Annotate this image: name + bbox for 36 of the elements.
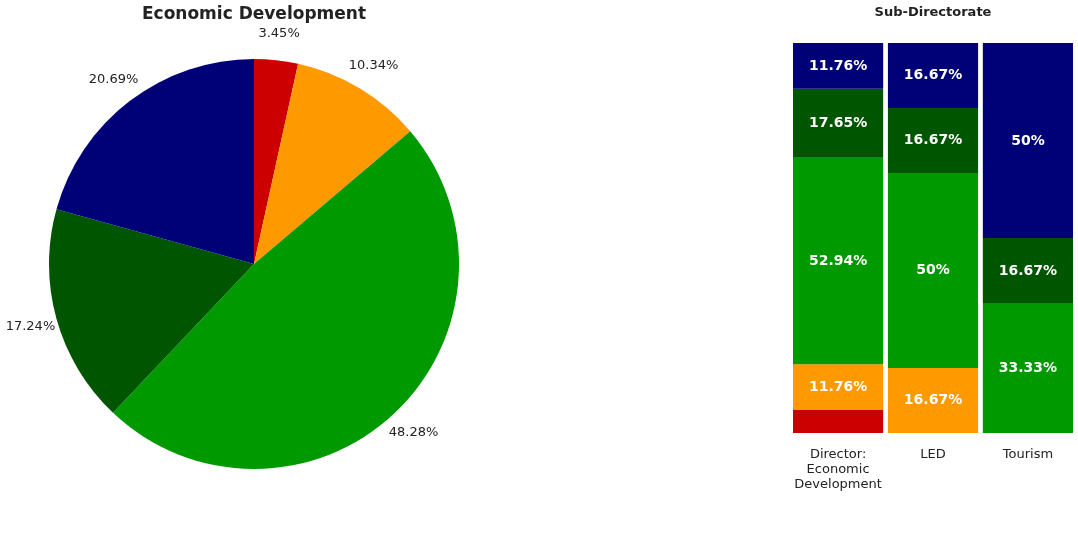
bar xyxy=(793,43,884,89)
bar xyxy=(982,303,1073,433)
data-label: 11.76% xyxy=(808,56,868,73)
pie-slice xyxy=(254,59,299,264)
chart-title: Sub-Directorate xyxy=(874,3,992,19)
bar xyxy=(793,88,884,158)
data-label: 50% xyxy=(1011,131,1045,148)
data-label: 17.24% xyxy=(5,318,56,334)
data-label: 33.33% xyxy=(998,359,1058,376)
bar xyxy=(887,42,979,108)
data-label: 50% xyxy=(916,261,950,278)
pie-slice xyxy=(56,59,254,264)
pie-slice xyxy=(113,131,459,469)
data-label: 16.67% xyxy=(903,131,963,148)
bar xyxy=(793,157,884,365)
bar xyxy=(793,364,884,411)
data-label: 11.76% xyxy=(808,378,868,395)
data-label: 20.69% xyxy=(88,71,139,87)
bar xyxy=(887,172,979,368)
bar xyxy=(982,238,1073,304)
bar xyxy=(887,107,979,173)
bar xyxy=(793,410,884,433)
data-label: 16.67% xyxy=(903,391,963,408)
data-label: 48.28% xyxy=(388,424,439,440)
data-label: 17.65% xyxy=(808,114,868,131)
x-tick-label: LED xyxy=(920,445,946,461)
data-label: 16.67% xyxy=(903,66,963,83)
data-label: 10.34% xyxy=(348,57,399,73)
chart-title: Economic Development xyxy=(141,3,367,24)
bar xyxy=(982,43,1073,238)
x-tick-label: Director: Economic Development xyxy=(794,445,882,491)
x-tick-label: Tourism xyxy=(1001,445,1054,461)
bar xyxy=(887,367,979,433)
data-label: 52.94% xyxy=(808,251,868,268)
data-label: 16.67% xyxy=(998,261,1058,278)
data-label: 3.45% xyxy=(258,25,300,41)
